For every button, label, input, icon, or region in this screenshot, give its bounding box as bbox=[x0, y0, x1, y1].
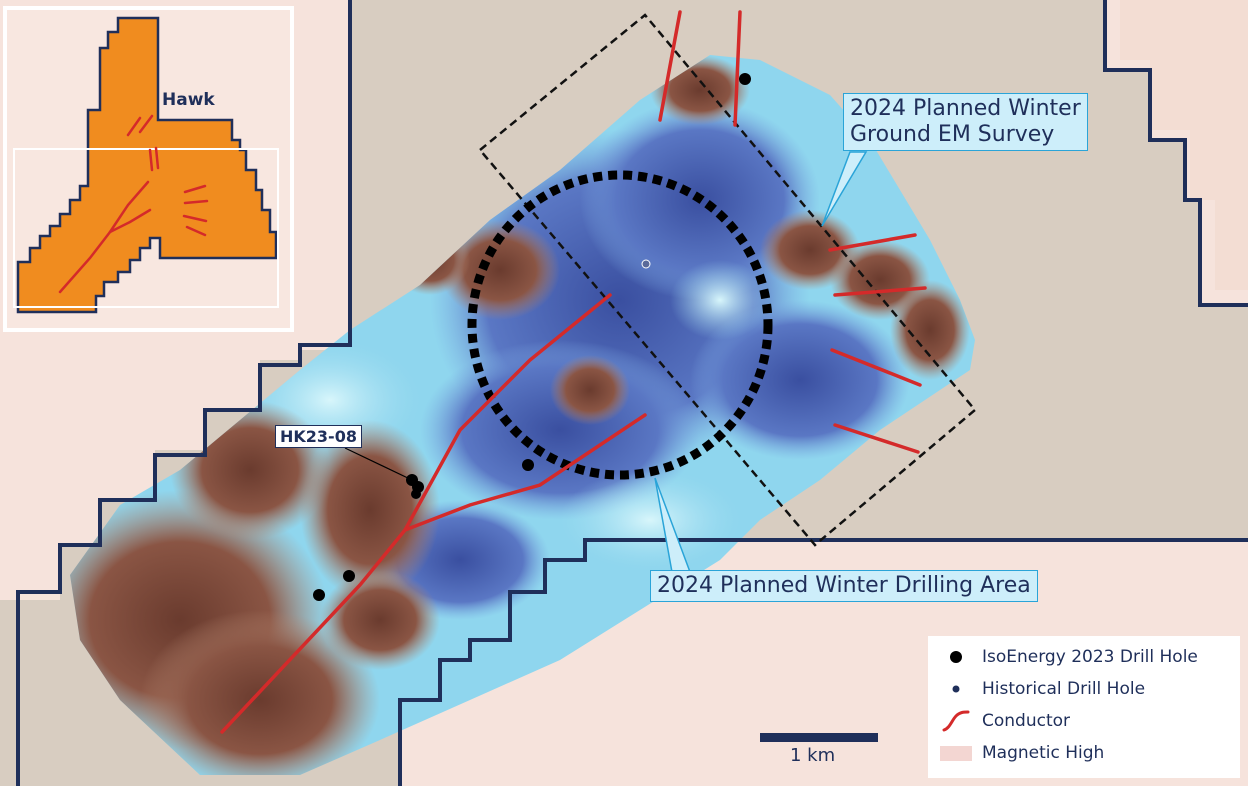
drill-hole bbox=[739, 73, 751, 85]
legend-label: Conductor bbox=[982, 711, 1071, 731]
scale-bar-label: 1 km bbox=[790, 745, 836, 766]
drill-hole-label-hk23-08: HK23-08 bbox=[275, 425, 362, 448]
planned-em-survey-outline bbox=[478, 13, 977, 547]
legend-label: Historical Drill Hole bbox=[982, 679, 1146, 699]
legend-label: IsoEnergy 2023 Drill Hole bbox=[982, 647, 1198, 667]
drill-hole bbox=[343, 570, 355, 582]
inset-map bbox=[3, 6, 294, 332]
large-black-dot-icon bbox=[938, 644, 974, 670]
conductor-e1 bbox=[828, 233, 917, 252]
drill-hole bbox=[313, 589, 325, 601]
conductor-n1 bbox=[658, 10, 682, 122]
historical-drill-hole bbox=[641, 259, 651, 269]
claim-boundary-east bbox=[1103, 0, 1248, 307]
isoenergy-drill-holes bbox=[313, 73, 751, 601]
small-navy-dot-icon bbox=[938, 676, 974, 702]
conductor-e4 bbox=[833, 423, 920, 454]
conductor-branch bbox=[403, 413, 647, 532]
legend-item-magnetic-high: Magnetic High bbox=[938, 738, 1104, 768]
drill-hole bbox=[522, 459, 534, 471]
conductor-e2 bbox=[833, 286, 927, 297]
legend-item-historical: Historical Drill Hole bbox=[938, 674, 1145, 704]
survey-callout: 2024 Planned Winter Ground EM Survey bbox=[843, 93, 1088, 151]
red-line-icon bbox=[938, 708, 974, 734]
legend: IsoEnergy 2023 Drill Hole Historical Dri… bbox=[928, 636, 1240, 778]
pink-swatch-icon bbox=[938, 740, 974, 766]
conductor-main bbox=[220, 293, 612, 734]
claim-boundary-west bbox=[16, 0, 352, 786]
drill-hole bbox=[411, 489, 421, 499]
inset-hawk-label: Hawk bbox=[162, 90, 215, 110]
planned-drilling-area-outline bbox=[467, 170, 773, 480]
legend-item-conductor: Conductor bbox=[938, 706, 1070, 736]
inset-extent-box bbox=[13, 148, 279, 308]
legend-item-isoenergy: IsoEnergy 2023 Drill Hole bbox=[938, 642, 1198, 672]
survey-callout-line1: 2024 Planned Winter bbox=[850, 96, 1081, 121]
conductor-e3 bbox=[830, 348, 922, 387]
claim-boundary-south bbox=[398, 538, 1248, 786]
claim-boundaries bbox=[16, 0, 1248, 786]
drilling-callout: 2024 Planned Winter Drilling Area bbox=[650, 570, 1038, 602]
drill-label-leader bbox=[344, 447, 413, 481]
conductor-n2 bbox=[733, 10, 742, 127]
scale-bar bbox=[760, 733, 878, 742]
legend-label: Magnetic High bbox=[982, 743, 1105, 763]
survey-callout-pointer bbox=[821, 151, 868, 227]
conductors bbox=[220, 10, 927, 734]
survey-callout-line2: Ground EM Survey bbox=[850, 122, 1055, 147]
